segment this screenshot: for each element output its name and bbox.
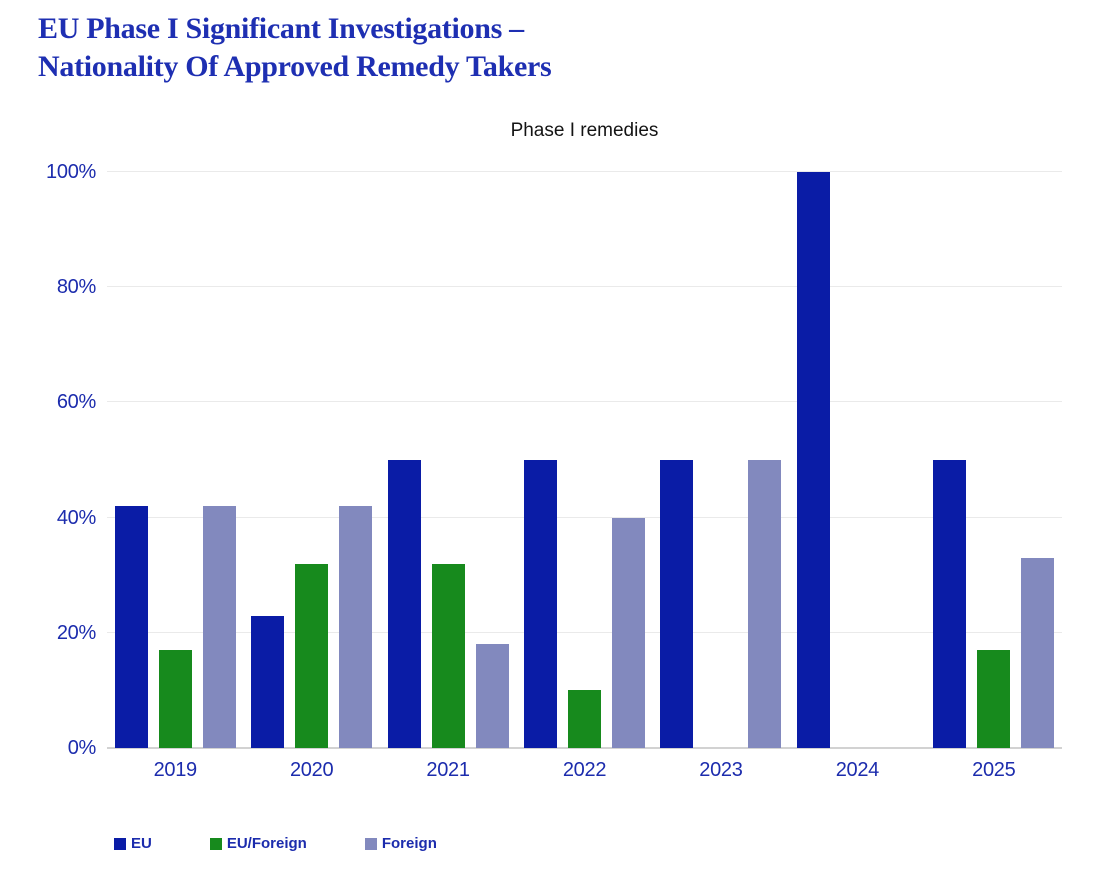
legend-item-eu-foreign: EU/Foreign [209,835,307,852]
y-tick-20: 20% [56,621,96,644]
chart-subtitle: Phase I remedies [510,120,659,141]
bar-group-2024 [789,172,925,748]
bar-group-2020 [243,172,379,748]
gridline-20 [107,631,1062,633]
x-tick-2024: 2024 [835,759,880,781]
legend-item-eu: EU [114,835,152,852]
chart-title: EU Phase I Significant Investigations – N… [38,10,552,86]
y-tick-100: 100% [46,161,96,183]
bar-eu-2025 [933,460,967,748]
bar-eu-2021 [387,460,421,748]
bar-eu-foreign-2025 [977,650,1011,748]
bar-eu-foreign-2019 [158,650,192,748]
bar-group-2023 [653,172,789,748]
bar-foreign-2021 [475,644,509,748]
legend-swatch-foreign [364,837,377,850]
legend-swatch-eu [114,837,126,850]
x-tick-2021: 2021 [426,759,470,781]
gridline-60 [107,401,1062,403]
x-tick-2019: 2019 [153,759,198,781]
gridline-80 [107,286,1062,288]
y-axis: 0% 20% 40% 60% 80% 100% [0,162,96,758]
gridline-100 [107,171,1062,172]
bar-eu-2023 [660,460,694,748]
legend-swatch-eu-foreign [209,837,222,850]
legend-label-eu: EU [131,835,152,852]
x-tick-2023: 2023 [699,759,743,781]
bar-eu-2020 [251,615,285,748]
bar-foreign-2019 [202,506,236,748]
chart-title-line2: Nationality Of Approved Remedy Takers [38,50,552,83]
y-tick-80: 80% [56,276,96,299]
bar-group-2021 [380,172,516,748]
bar-eu-2024 [796,172,830,748]
bar-foreign-2020 [339,506,373,748]
x-tick-2022: 2022 [562,759,607,781]
x-tick-2025: 2025 [972,759,1016,781]
gridline-0 [107,747,1062,749]
bar-eu-2019 [114,506,148,748]
y-tick-0: 0% [67,737,97,759]
bar-eu-2022 [523,460,557,748]
bar-group-2019 [107,172,243,748]
chart-title-line1: EU Phase I Significant Investigations – [38,12,524,45]
bar-eu-foreign-2022 [567,690,601,748]
x-tick-2020: 2020 [289,759,334,781]
bar-group-2025 [926,172,1062,748]
y-tick-60: 60% [56,391,96,414]
legend: EU EU/Foreign Foreign [114,835,437,852]
legend-item-foreign: Foreign [364,835,437,852]
legend-label-eu-foreign: EU/Foreign [226,835,307,852]
bar-foreign-2023 [748,460,782,748]
bar-eu-foreign-2020 [295,563,329,748]
legend-label-foreign: Foreign [381,835,437,852]
plot-area [107,171,1062,749]
x-axis: 2019 2020 2021 2022 2023 2024 2025 [107,759,1062,789]
bar-eu-foreign-2021 [431,563,465,748]
bar-foreign-2025 [1021,557,1055,748]
y-tick-40: 40% [56,506,96,529]
gridline-40 [107,516,1062,518]
bar-group-2022 [516,172,652,748]
bar-foreign-2022 [611,517,645,748]
